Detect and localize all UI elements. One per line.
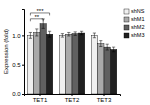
axis-title: Expression (fold) (3, 29, 9, 74)
error-bar (99, 41, 102, 47)
bar (72, 34, 78, 94)
bar (110, 49, 116, 94)
error-bar (29, 32, 32, 38)
legend-label: shNS (131, 8, 145, 14)
annotation: *** (36, 8, 44, 14)
tick-mark (22, 65, 24, 66)
legend-label: shM3 (131, 32, 144, 38)
bar (27, 35, 33, 94)
tick: TET3 (97, 94, 112, 103)
tick: 1.0 (12, 33, 24, 39)
error-bar (48, 31, 51, 37)
bar (40, 24, 46, 94)
marks (27, 19, 117, 94)
tick-label: 0.0 (12, 91, 21, 97)
error-bar (112, 47, 115, 52)
legend-label: shM2 (131, 24, 144, 30)
tick: 0.0 (12, 91, 24, 97)
plot: 0.0 0.5 1.0 TET1 TET2 TET3 ***** (12, 8, 120, 103)
error-bar (61, 34, 64, 38)
bar (104, 47, 110, 94)
bar (46, 34, 52, 94)
chart: 0.0 0.5 1.0 TET1 TET2 TET3 ***** Expression (fo… (0, 0, 150, 105)
legend-label: shM1 (131, 16, 144, 22)
tick-mark (22, 94, 24, 95)
y-axis: 0.0 0.5 1.0 (12, 10, 24, 98)
tick-label: TET1 (33, 97, 48, 103)
tick-mark (72, 94, 73, 96)
error-bar (35, 29, 38, 36)
error-bar (93, 33, 96, 38)
tick: 0.5 (12, 62, 24, 68)
tick-label: 0.5 (12, 62, 21, 68)
legend-swatch (124, 9, 129, 14)
tick-label: TET3 (97, 97, 112, 103)
legend-swatch (124, 33, 129, 38)
x-axis: TET1 TET2 TET3 (25, 94, 121, 103)
bar (66, 34, 72, 94)
legend-swatch (124, 17, 129, 22)
bar (98, 44, 104, 94)
error-bar (106, 44, 109, 50)
legend-item: shM1 (124, 16, 144, 22)
tick-mark (40, 94, 41, 96)
annotation: ** (34, 14, 39, 20)
axis-line (22, 10, 25, 95)
tick-mark (104, 94, 105, 96)
error-bar (80, 31, 83, 35)
tick-mark (22, 35, 24, 36)
error-bar (67, 32, 70, 36)
tick-label: TET2 (65, 97, 80, 103)
bar (91, 35, 97, 94)
bar (59, 35, 65, 94)
bar (78, 33, 84, 94)
error-bar (74, 32, 77, 36)
tick: TET1 (33, 94, 48, 103)
bar (34, 32, 40, 94)
legend-item: shM2 (124, 24, 144, 30)
legend-item: shNS (124, 8, 145, 14)
legend: shNS shM1 shM2 shM3 (124, 8, 145, 38)
legend-swatch (124, 25, 129, 30)
tick: TET2 (65, 94, 80, 103)
legend-item: shM3 (124, 32, 144, 38)
tick-label: 1.0 (12, 33, 21, 39)
